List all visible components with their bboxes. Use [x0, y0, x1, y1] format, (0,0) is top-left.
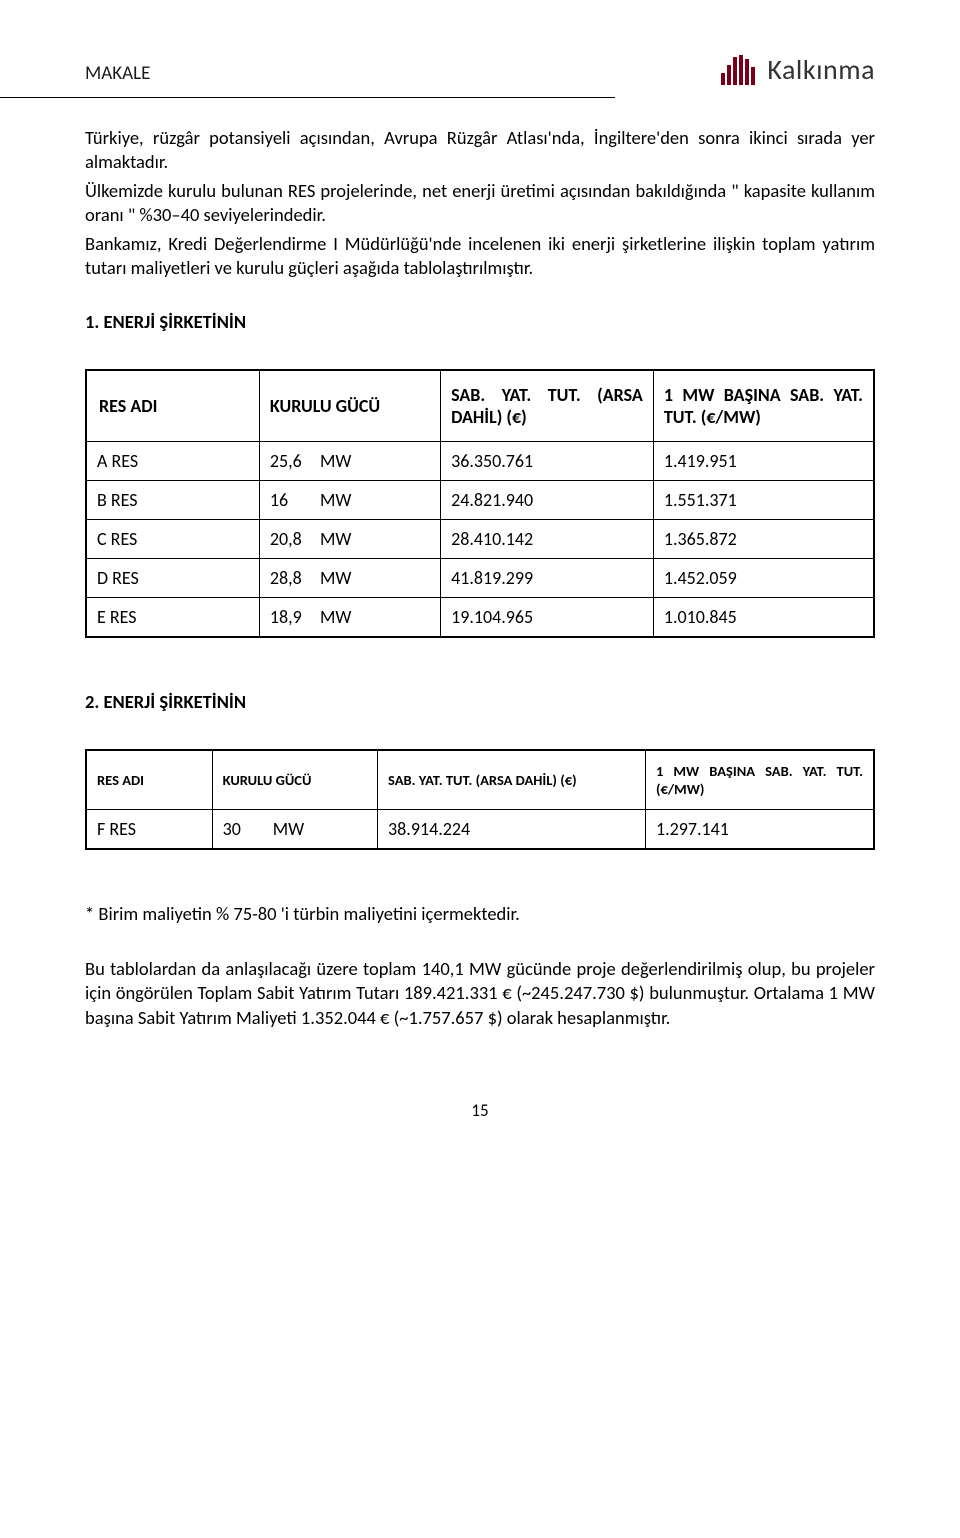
t2-col-kurulu: KURULU GÜCÜ [212, 750, 377, 810]
table-1: RES ADI KURULU GÜCÜ SAB. YAT. TUT. (ARSA… [85, 369, 875, 638]
table-row: C RES [86, 520, 259, 559]
table-row: F RES [86, 810, 212, 850]
logo: Kalkınma [721, 52, 875, 87]
t2-col-invest: SAB. YAT. TUT. (ARSA DAHİL) (€) [378, 750, 646, 810]
table-row: D RES [86, 559, 259, 598]
table-row: E RES [86, 598, 259, 638]
table1-heading: 1. ENERJİ ŞİRKETİNİN [85, 310, 875, 333]
table2-heading: 2. ENERJİ ŞİRKETİNİN [85, 690, 875, 713]
paragraph-1: Türkiye, rüzgâr potansiyeli açısından, A… [85, 126, 875, 175]
paragraph-3: Bankamız, Kredi Değerlendirme I Müdürlüğ… [85, 232, 875, 281]
page-number: 15 [85, 1100, 875, 1121]
table-2: RES ADI KURULU GÜCÜ SAB. YAT. TUT. (ARSA… [85, 749, 875, 850]
footnote: * Birim maliyetin % 75-80 'i türbin mali… [85, 902, 875, 926]
t2-col-permw: 1 MW BAŞINA SAB. YAT. TUT. (€/MW) [645, 750, 874, 810]
t2-col-res-adi: RES ADI [86, 750, 212, 810]
section-label: MAKALE [85, 62, 150, 85]
t1-col-res-adi: RES ADI [86, 370, 259, 442]
table-row: A RES [86, 442, 259, 481]
paragraph-4: Bu tablolardan da anlaşılacağı üzere top… [85, 957, 875, 1030]
paragraph-2: Ülkemizde kurulu bulunan RES projelerind… [85, 179, 875, 228]
t1-col-permw: 1 MW BAŞINA SAB. YAT. TUT. (€/MW) [653, 370, 874, 442]
header-divider [0, 97, 615, 98]
table-row: B RES [86, 481, 259, 520]
t1-col-invest: SAB. YAT. TUT. (ARSA DAHİL) (€) [441, 370, 654, 442]
t1-col-kurulu: KURULU GÜCÜ [259, 370, 440, 442]
logo-text: Kalkınma [767, 52, 875, 87]
bars-icon [721, 55, 759, 85]
